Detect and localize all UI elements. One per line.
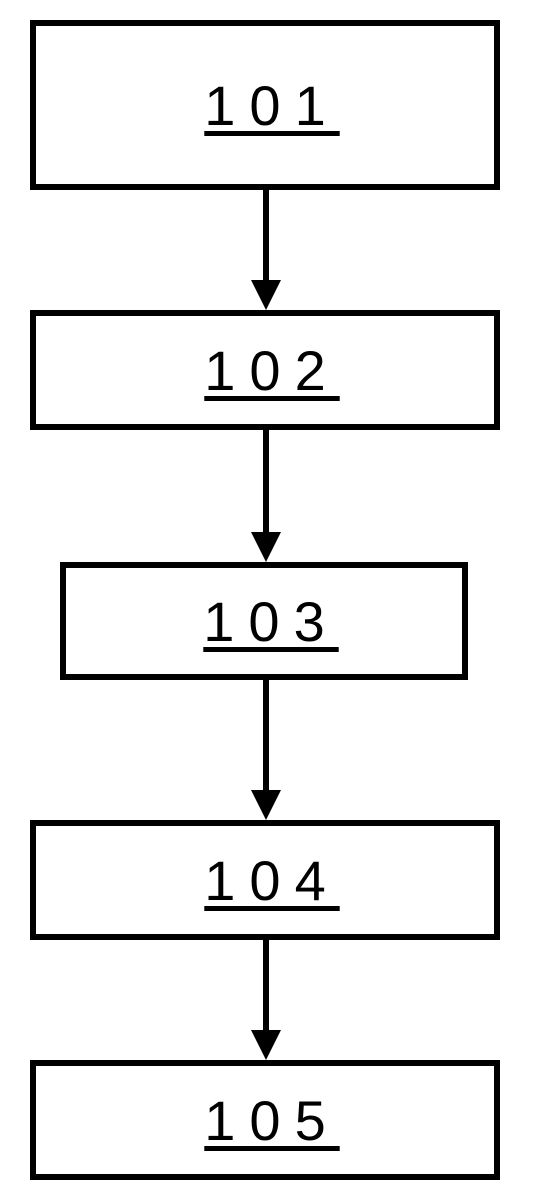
flow-node-label: 101 — [190, 73, 339, 138]
arrow-shaft — [263, 940, 269, 1032]
arrow-head-down-icon — [251, 1030, 281, 1060]
flow-arrow-4-5 — [263, 940, 269, 1060]
arrow-shaft — [263, 680, 269, 792]
flow-node-101: 101 — [30, 20, 500, 190]
flow-node-label: 104 — [190, 848, 339, 913]
flow-node-label: 105 — [190, 1088, 339, 1153]
arrow-head-down-icon — [251, 532, 281, 562]
arrow-head-down-icon — [251, 790, 281, 820]
flow-node-102: 102 — [30, 310, 500, 430]
flow-arrow-2-3 — [263, 430, 269, 562]
flow-arrow-3-4 — [263, 680, 269, 820]
arrow-head-down-icon — [251, 280, 281, 310]
flow-node-103: 103 — [60, 562, 468, 680]
flowchart-canvas: 101 102 103 104 105 — [0, 0, 533, 1198]
flow-arrow-1-2 — [263, 190, 269, 310]
flow-node-label: 103 — [189, 589, 338, 654]
flow-node-104: 104 — [30, 820, 500, 940]
arrow-shaft — [263, 190, 269, 282]
arrow-shaft — [263, 430, 269, 534]
flow-node-105: 105 — [30, 1060, 500, 1180]
flow-node-label: 102 — [190, 338, 339, 403]
